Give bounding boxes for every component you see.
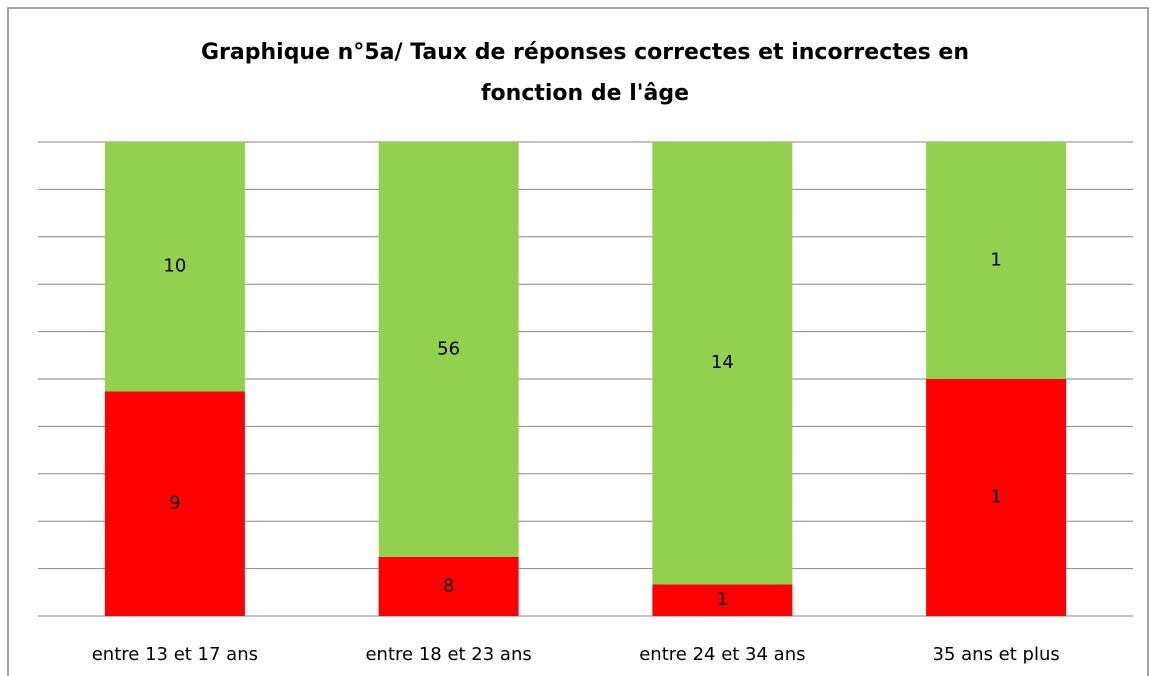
bar-segment <box>926 379 1067 616</box>
chart-title: Graphique n°5a/ Taux de réponses correct… <box>201 40 969 65</box>
x-tick-label: 35 ans et plus <box>933 644 1060 665</box>
data-label: 1 <box>990 250 1001 271</box>
x-tick-label: entre 24 et 34 ans <box>639 644 805 665</box>
bar-segment <box>926 142 1067 379</box>
x-tick-label: entre 13 et 17 ans <box>92 644 258 665</box>
data-label: 56 <box>437 338 460 359</box>
bar-segment <box>104 142 245 392</box>
chart-title: fonction de l'âge <box>481 81 689 106</box>
bar-segment <box>652 142 793 585</box>
x-tick-label: entre 18 et 23 ans <box>365 644 531 665</box>
data-label: 1 <box>990 487 1001 508</box>
data-label: 9 <box>169 493 180 514</box>
bar-segment <box>378 142 519 557</box>
data-label: 10 <box>163 256 186 277</box>
bar-segment <box>652 584 793 616</box>
data-label: 8 <box>443 575 454 596</box>
bar-segment <box>378 556 519 616</box>
data-label: 14 <box>711 352 734 373</box>
bar-segment <box>104 391 245 616</box>
data-label: 1 <box>717 589 728 610</box>
